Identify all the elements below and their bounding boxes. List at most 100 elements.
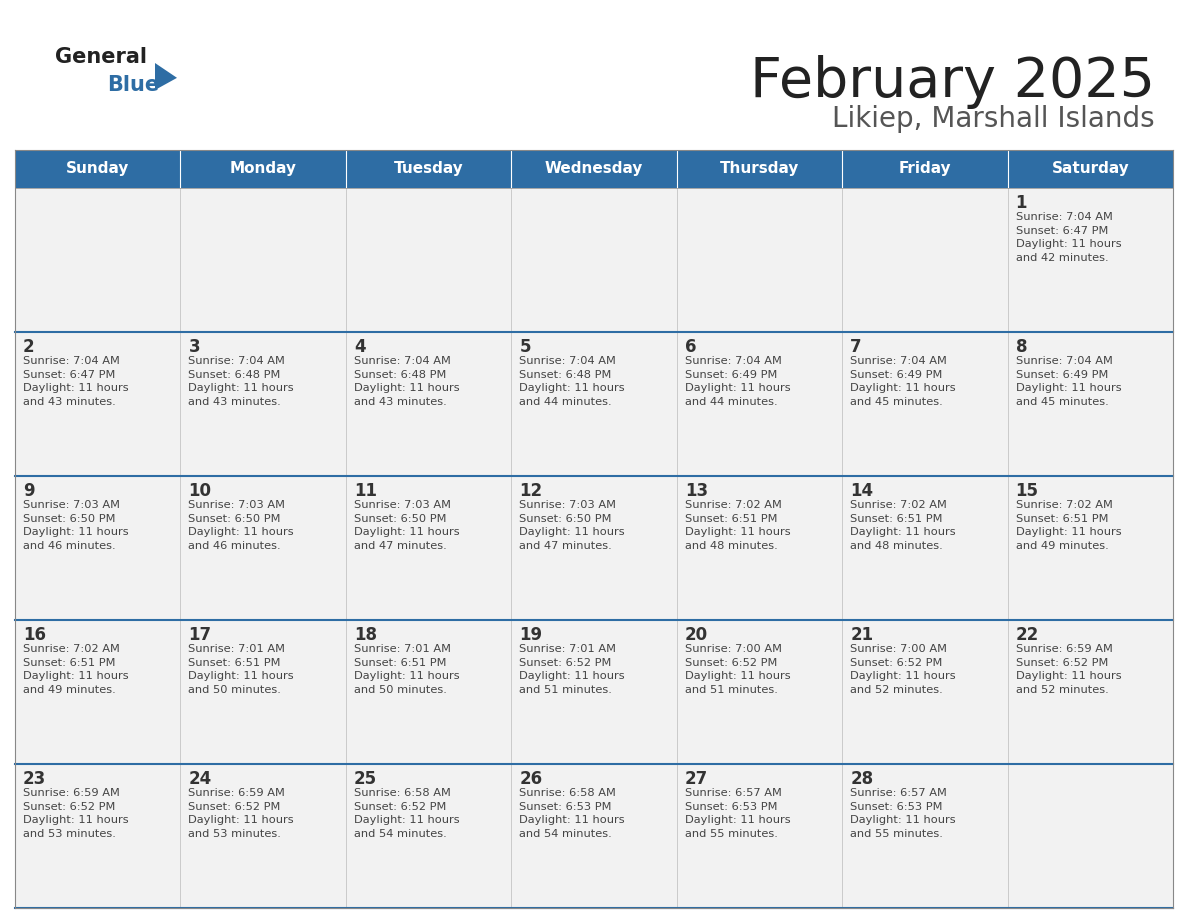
- Text: Sunrise: 7:04 AM
Sunset: 6:48 PM
Daylight: 11 hours
and 44 minutes.: Sunrise: 7:04 AM Sunset: 6:48 PM Dayligh…: [519, 356, 625, 407]
- Bar: [15, 476, 181, 620]
- Bar: [677, 188, 842, 332]
- Text: 19: 19: [519, 626, 543, 644]
- Text: Sunrise: 6:59 AM
Sunset: 6:52 PM
Daylight: 11 hours
and 52 minutes.: Sunrise: 6:59 AM Sunset: 6:52 PM Dayligh…: [1016, 644, 1121, 695]
- Text: Sunrise: 7:01 AM
Sunset: 6:51 PM
Daylight: 11 hours
and 50 minutes.: Sunrise: 7:01 AM Sunset: 6:51 PM Dayligh…: [189, 644, 295, 695]
- Bar: [181, 150, 346, 188]
- Text: 24: 24: [189, 770, 211, 788]
- Bar: [181, 332, 346, 476]
- Text: 8: 8: [1016, 338, 1028, 356]
- Text: 22: 22: [1016, 626, 1038, 644]
- Text: Monday: Monday: [229, 162, 297, 176]
- Text: Sunrise: 7:03 AM
Sunset: 6:50 PM
Daylight: 11 hours
and 46 minutes.: Sunrise: 7:03 AM Sunset: 6:50 PM Dayligh…: [23, 500, 128, 551]
- Bar: [842, 476, 1007, 620]
- Bar: [15, 332, 181, 476]
- Bar: [1007, 188, 1173, 332]
- Text: Sunrise: 7:00 AM
Sunset: 6:52 PM
Daylight: 11 hours
and 51 minutes.: Sunrise: 7:00 AM Sunset: 6:52 PM Dayligh…: [684, 644, 790, 695]
- Text: 25: 25: [354, 770, 377, 788]
- Bar: [181, 188, 346, 332]
- Text: Blue: Blue: [107, 75, 159, 95]
- Bar: [346, 764, 511, 908]
- Bar: [677, 476, 842, 620]
- Bar: [511, 476, 677, 620]
- Bar: [15, 620, 181, 764]
- Bar: [842, 764, 1007, 908]
- Text: 20: 20: [684, 626, 708, 644]
- Bar: [181, 620, 346, 764]
- Text: Sunday: Sunday: [67, 162, 129, 176]
- Bar: [15, 764, 181, 908]
- Bar: [181, 476, 346, 620]
- Bar: [181, 764, 346, 908]
- Text: 16: 16: [23, 626, 46, 644]
- Text: 4: 4: [354, 338, 366, 356]
- Bar: [1007, 332, 1173, 476]
- Text: Sunrise: 7:04 AM
Sunset: 6:48 PM
Daylight: 11 hours
and 43 minutes.: Sunrise: 7:04 AM Sunset: 6:48 PM Dayligh…: [189, 356, 295, 407]
- Text: 6: 6: [684, 338, 696, 356]
- Text: Sunrise: 6:57 AM
Sunset: 6:53 PM
Daylight: 11 hours
and 55 minutes.: Sunrise: 6:57 AM Sunset: 6:53 PM Dayligh…: [684, 788, 790, 839]
- Bar: [842, 150, 1007, 188]
- Text: Sunrise: 6:59 AM
Sunset: 6:52 PM
Daylight: 11 hours
and 53 minutes.: Sunrise: 6:59 AM Sunset: 6:52 PM Dayligh…: [23, 788, 128, 839]
- Bar: [677, 332, 842, 476]
- Bar: [842, 332, 1007, 476]
- Text: 18: 18: [354, 626, 377, 644]
- Text: 11: 11: [354, 482, 377, 500]
- Text: Sunrise: 7:02 AM
Sunset: 6:51 PM
Daylight: 11 hours
and 49 minutes.: Sunrise: 7:02 AM Sunset: 6:51 PM Dayligh…: [1016, 500, 1121, 551]
- Text: 12: 12: [519, 482, 543, 500]
- Bar: [1007, 150, 1173, 188]
- Text: Sunrise: 7:01 AM
Sunset: 6:52 PM
Daylight: 11 hours
and 51 minutes.: Sunrise: 7:01 AM Sunset: 6:52 PM Dayligh…: [519, 644, 625, 695]
- Bar: [677, 764, 842, 908]
- Text: Sunrise: 7:01 AM
Sunset: 6:51 PM
Daylight: 11 hours
and 50 minutes.: Sunrise: 7:01 AM Sunset: 6:51 PM Dayligh…: [354, 644, 460, 695]
- Bar: [346, 188, 511, 332]
- Bar: [15, 188, 181, 332]
- Text: 10: 10: [189, 482, 211, 500]
- Text: 7: 7: [851, 338, 861, 356]
- Bar: [842, 188, 1007, 332]
- Text: 23: 23: [23, 770, 46, 788]
- Text: 2: 2: [23, 338, 34, 356]
- Bar: [677, 150, 842, 188]
- Text: 27: 27: [684, 770, 708, 788]
- Bar: [1007, 764, 1173, 908]
- Text: Sunrise: 7:04 AM
Sunset: 6:49 PM
Daylight: 11 hours
and 45 minutes.: Sunrise: 7:04 AM Sunset: 6:49 PM Dayligh…: [1016, 356, 1121, 407]
- Text: Sunrise: 7:00 AM
Sunset: 6:52 PM
Daylight: 11 hours
and 52 minutes.: Sunrise: 7:00 AM Sunset: 6:52 PM Dayligh…: [851, 644, 956, 695]
- Bar: [511, 188, 677, 332]
- Text: Wednesday: Wednesday: [545, 162, 643, 176]
- Text: Sunrise: 7:04 AM
Sunset: 6:47 PM
Daylight: 11 hours
and 43 minutes.: Sunrise: 7:04 AM Sunset: 6:47 PM Dayligh…: [23, 356, 128, 407]
- Text: 14: 14: [851, 482, 873, 500]
- Bar: [511, 764, 677, 908]
- Text: 28: 28: [851, 770, 873, 788]
- Text: Thursday: Thursday: [720, 162, 800, 176]
- Bar: [1007, 476, 1173, 620]
- Bar: [511, 332, 677, 476]
- Text: 17: 17: [189, 626, 211, 644]
- Bar: [346, 332, 511, 476]
- Bar: [346, 150, 511, 188]
- Bar: [1007, 620, 1173, 764]
- Text: 26: 26: [519, 770, 543, 788]
- Text: Sunrise: 7:02 AM
Sunset: 6:51 PM
Daylight: 11 hours
and 48 minutes.: Sunrise: 7:02 AM Sunset: 6:51 PM Dayligh…: [684, 500, 790, 551]
- Text: Sunrise: 6:57 AM
Sunset: 6:53 PM
Daylight: 11 hours
and 55 minutes.: Sunrise: 6:57 AM Sunset: 6:53 PM Dayligh…: [851, 788, 956, 839]
- Text: Sunrise: 7:02 AM
Sunset: 6:51 PM
Daylight: 11 hours
and 48 minutes.: Sunrise: 7:02 AM Sunset: 6:51 PM Dayligh…: [851, 500, 956, 551]
- Text: General: General: [55, 47, 147, 67]
- Bar: [677, 620, 842, 764]
- Text: 15: 15: [1016, 482, 1038, 500]
- Text: Tuesday: Tuesday: [393, 162, 463, 176]
- Text: Sunrise: 7:03 AM
Sunset: 6:50 PM
Daylight: 11 hours
and 46 minutes.: Sunrise: 7:03 AM Sunset: 6:50 PM Dayligh…: [189, 500, 295, 551]
- Text: Sunrise: 6:59 AM
Sunset: 6:52 PM
Daylight: 11 hours
and 53 minutes.: Sunrise: 6:59 AM Sunset: 6:52 PM Dayligh…: [189, 788, 295, 839]
- Text: Sunrise: 7:04 AM
Sunset: 6:49 PM
Daylight: 11 hours
and 45 minutes.: Sunrise: 7:04 AM Sunset: 6:49 PM Dayligh…: [851, 356, 956, 407]
- Bar: [511, 150, 677, 188]
- Text: Sunrise: 7:04 AM
Sunset: 6:47 PM
Daylight: 11 hours
and 42 minutes.: Sunrise: 7:04 AM Sunset: 6:47 PM Dayligh…: [1016, 212, 1121, 263]
- Text: Sunrise: 7:03 AM
Sunset: 6:50 PM
Daylight: 11 hours
and 47 minutes.: Sunrise: 7:03 AM Sunset: 6:50 PM Dayligh…: [354, 500, 460, 551]
- Text: Sunrise: 6:58 AM
Sunset: 6:53 PM
Daylight: 11 hours
and 54 minutes.: Sunrise: 6:58 AM Sunset: 6:53 PM Dayligh…: [519, 788, 625, 839]
- Text: 9: 9: [23, 482, 34, 500]
- Text: Friday: Friday: [898, 162, 952, 176]
- Text: 13: 13: [684, 482, 708, 500]
- Text: Sunrise: 7:04 AM
Sunset: 6:48 PM
Daylight: 11 hours
and 43 minutes.: Sunrise: 7:04 AM Sunset: 6:48 PM Dayligh…: [354, 356, 460, 407]
- Text: Likiep, Marshall Islands: Likiep, Marshall Islands: [833, 105, 1155, 133]
- Bar: [842, 620, 1007, 764]
- Text: Saturday: Saturday: [1051, 162, 1129, 176]
- Text: Sunrise: 7:03 AM
Sunset: 6:50 PM
Daylight: 11 hours
and 47 minutes.: Sunrise: 7:03 AM Sunset: 6:50 PM Dayligh…: [519, 500, 625, 551]
- Text: 5: 5: [519, 338, 531, 356]
- Polygon shape: [154, 63, 177, 90]
- Text: 1: 1: [1016, 194, 1028, 212]
